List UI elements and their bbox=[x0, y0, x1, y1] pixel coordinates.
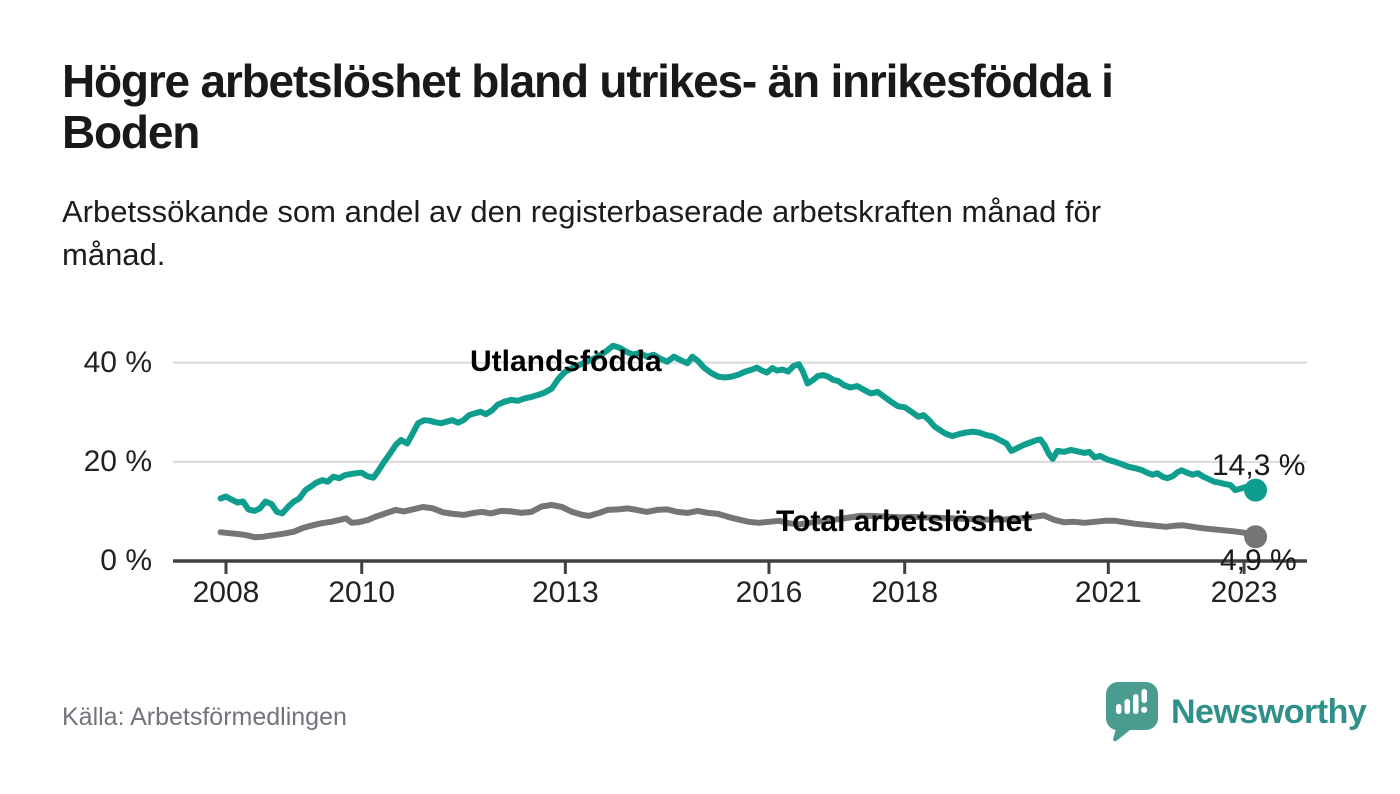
end-value-label-utlandsfodda: 14,3 % bbox=[1212, 449, 1306, 482]
x-axis-label-2016: 2016 bbox=[735, 576, 803, 609]
y-axis-label-40: 40 % bbox=[83, 345, 152, 379]
page-title-line2: Boden bbox=[62, 106, 200, 158]
newsworthy-wordmark: Newsworthy bbox=[1171, 692, 1367, 731]
end-value-label-total: 4,9 % bbox=[1220, 544, 1297, 577]
page-title-line1: Högre arbetslöshet bland utrikes- än inr… bbox=[62, 55, 1114, 107]
source-note: Källa: Arbetsförmedlingen bbox=[62, 703, 347, 731]
x-axis-label-2021: 2021 bbox=[1074, 576, 1142, 609]
chart-subtitle-line1: Arbetssökande som andel av den registerb… bbox=[62, 194, 1102, 229]
page-title: Högre arbetslöshet bland utrikes- än inr… bbox=[62, 56, 1342, 158]
series-label-utlandsfodda: Utlandsfödda bbox=[470, 345, 662, 378]
x-axis-label-2008: 2008 bbox=[192, 576, 260, 609]
series-label-total-arbetsloshet: Total arbetslöshet bbox=[776, 505, 1033, 538]
series-end-dot-1 bbox=[1244, 525, 1268, 549]
chart-subtitle-line2: månad. bbox=[62, 237, 166, 272]
chart-subtitle: Arbetssökande som andel av den registerb… bbox=[62, 190, 1342, 276]
x-axis-label-2010: 2010 bbox=[328, 576, 396, 609]
series-line-0 bbox=[217, 342, 1259, 517]
x-axis-label-2013: 2013 bbox=[531, 576, 599, 609]
y-axis-label-0: 0 % bbox=[100, 544, 152, 577]
series-line-1 bbox=[217, 502, 1259, 541]
newsworthy-logo: Newsworthy bbox=[1104, 680, 1367, 743]
series-end-dot-0 bbox=[1244, 478, 1268, 502]
y-axis-label-20: 20 % bbox=[83, 444, 152, 478]
x-axis-label-2018: 2018 bbox=[871, 576, 939, 609]
speech-bubble-bar-chart-icon bbox=[1105, 682, 1158, 742]
x-axis-label-2023: 2023 bbox=[1210, 576, 1278, 609]
